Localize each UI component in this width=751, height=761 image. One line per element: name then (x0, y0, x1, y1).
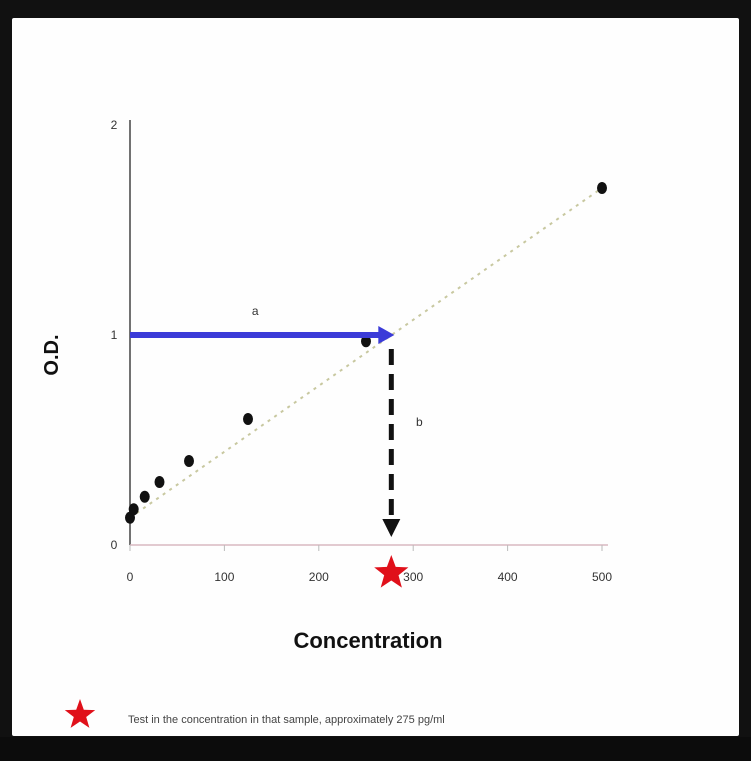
data-point (597, 182, 607, 194)
y-axis-label: O.D. (41, 334, 63, 375)
y-tick-labels: 0 1 2 (111, 118, 118, 552)
y-tick-label: 0 (111, 538, 118, 552)
trendline (129, 187, 603, 519)
annotation-a-label: a (252, 304, 259, 318)
data-point (128, 503, 139, 516)
annotation-a-arrowhead (378, 326, 395, 344)
x-tick-label: 400 (498, 570, 518, 584)
data-point (184, 455, 194, 467)
data-point (243, 413, 253, 425)
bottom-band (0, 737, 751, 761)
annotation-b-arrowhead (382, 519, 401, 537)
data-point (154, 476, 165, 488)
x-tick-label: 500 (592, 570, 612, 584)
x-tick-label: 0 (127, 570, 134, 584)
data-point (139, 490, 150, 503)
x-tick-labels: 0 100 200 300 400 500 (127, 545, 612, 584)
y-tick-label: 1 (111, 328, 118, 342)
x-tick-label: 300 (403, 570, 423, 584)
footnote-text: Test in the concentration in that sample… (128, 714, 445, 726)
x-tick-label: 200 (309, 570, 329, 584)
sample-star-marker (374, 555, 409, 588)
data-point (361, 335, 371, 348)
annotation-b-label: b (416, 415, 423, 429)
legend-star-icon (64, 699, 96, 728)
data-points (125, 182, 607, 524)
chart-frame (12, 18, 739, 736)
y-tick-label: 2 (111, 118, 118, 132)
x-tick-label: 100 (214, 570, 234, 584)
x-axis-label: Concentration (293, 628, 442, 653)
